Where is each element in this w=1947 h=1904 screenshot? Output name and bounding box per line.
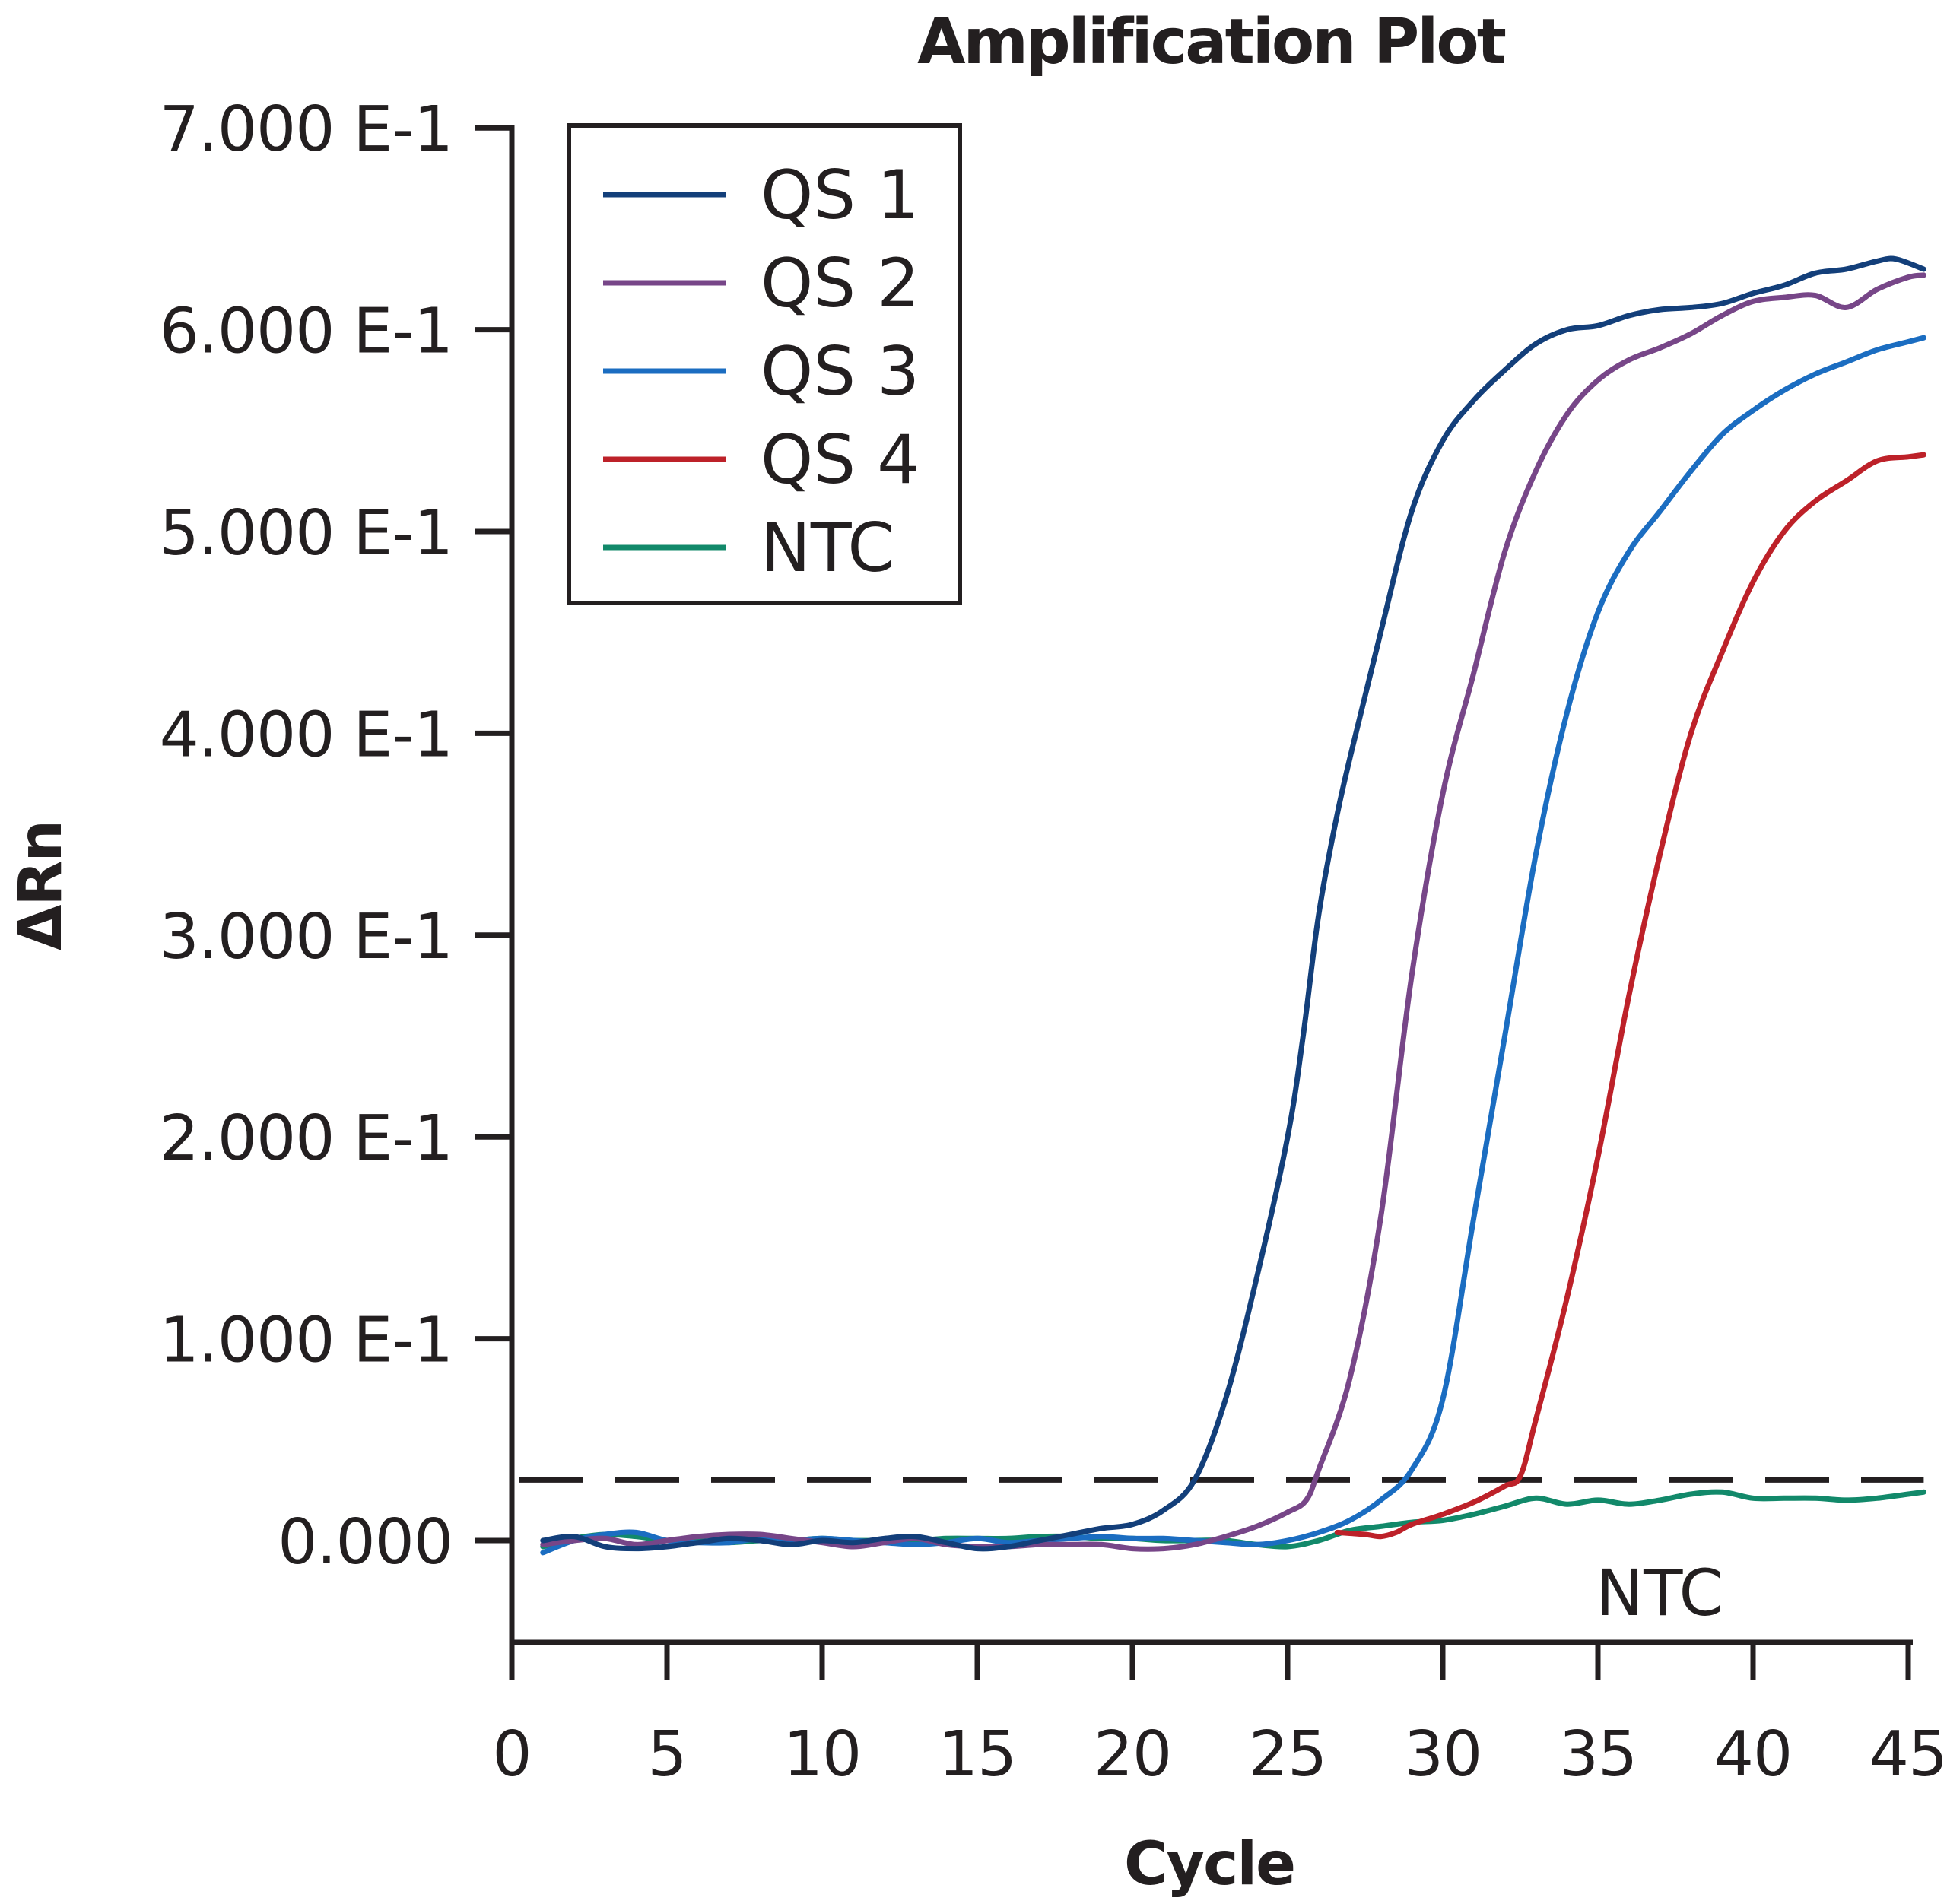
y-tick-label: 1.000 E-1 (160, 1305, 453, 1377)
legend-items: QS 1 QS 2 QS 3 QS 4 NTC (603, 156, 920, 587)
y-tick-label: 5.000 E-1 (160, 497, 453, 570)
y-axis-ticks: 0.000 1.000 E-1 2.000 E-1 3.000 E-1 4.000 E-… (160, 94, 512, 1579)
x-axis-ticks: 0 5 10 15 20 25 30 35 40 45 (492, 1642, 1947, 1791)
ntc-annotation: NTC (1596, 1556, 1723, 1630)
plot-area: 0.000 1.000 E-1 2.000 E-1 3.000 E-1 4.000 E-… (160, 94, 1947, 1791)
x-tick-label: 0 (492, 1718, 531, 1791)
x-tick-label: 5 (647, 1718, 686, 1791)
x-tick-label: 20 (1094, 1718, 1171, 1791)
y-tick-label: 2.000 E-1 (160, 1103, 453, 1175)
x-tick-label: 45 (1869, 1718, 1947, 1791)
x-tick-label: 10 (783, 1718, 861, 1791)
x-tick-label: 15 (939, 1718, 1016, 1791)
x-tick-label: 30 (1404, 1718, 1482, 1791)
y-tick-label: 3.000 E-1 (160, 901, 453, 973)
x-tick-label: 40 (1714, 1718, 1792, 1791)
y-tick-label: 0.000 (278, 1506, 453, 1579)
series-line-qs-1 (540, 255, 1926, 1552)
legend-label: QS 3 (761, 332, 920, 411)
legend-label: QS 1 (761, 156, 920, 234)
x-axis-label: Cycle (1124, 1830, 1294, 1899)
x-tick-label: 25 (1249, 1718, 1326, 1791)
y-axis-label: ΔRn (7, 821, 75, 950)
chart-title: Amplification Plot (917, 6, 1506, 78)
legend-label: QS 4 (761, 420, 920, 499)
legend-label: QS 2 (761, 244, 920, 322)
legend: QS 1 QS 2 QS 3 QS 4 NTC (567, 123, 962, 605)
y-tick-label: 4.000 E-1 (160, 699, 453, 771)
series-line-qs-2 (540, 272, 1926, 1552)
legend-box (567, 123, 962, 605)
y-tick-label: 7.000 E-1 (160, 94, 453, 166)
x-tick-label: 35 (1559, 1718, 1637, 1791)
series-line-qs-4 (1334, 452, 1926, 1540)
y-tick-label: 6.000 E-1 (160, 296, 453, 368)
series-group (540, 255, 1926, 1556)
legend-label: NTC (761, 509, 894, 587)
